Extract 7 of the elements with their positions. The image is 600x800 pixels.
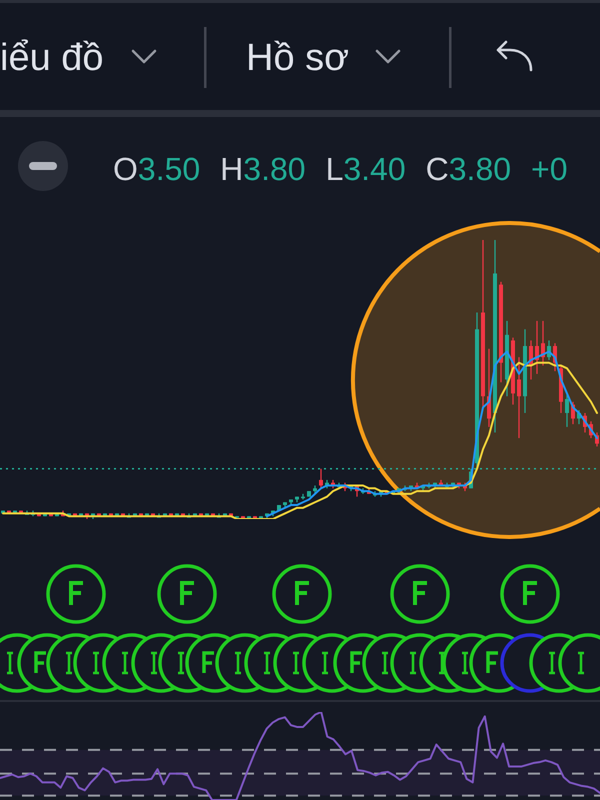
text: iểu đồ xyxy=(0,37,104,79)
text: C3.80 xyxy=(426,151,512,187)
text: Hồ sơ xyxy=(246,37,350,79)
text: H3.80 xyxy=(220,151,306,187)
text: L3.40 xyxy=(326,151,406,187)
text: +0 xyxy=(531,151,568,187)
text: O3.50 xyxy=(113,151,200,187)
